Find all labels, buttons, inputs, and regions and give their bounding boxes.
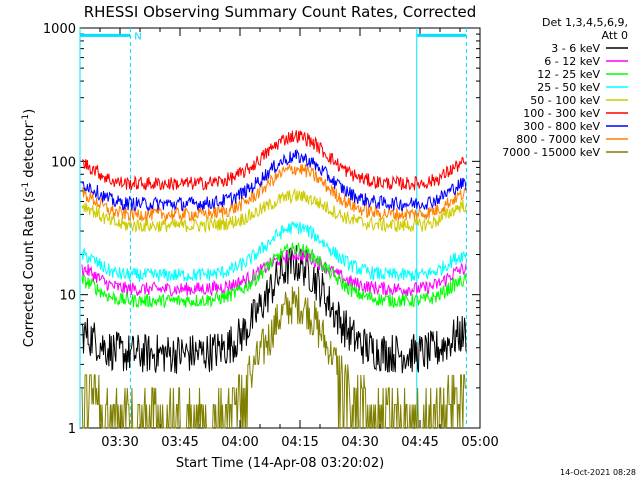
x-tick-label: 04:45 [401,435,438,450]
y-tick-label: 10 [59,289,76,304]
night-bars: N [80,31,467,42]
series-line [81,148,467,212]
y-axis: 1 10 100 1000 [43,22,480,437]
series-line [81,221,467,283]
legend-label: 12 - 25 keV [537,68,600,81]
y-axis-label: Corrected Count Rate (s-1 detector-1) [21,109,37,347]
series-line [81,241,467,309]
legend-label: 6 - 12 keV [544,55,600,68]
bar-label: N [134,31,141,42]
series-line [81,247,467,297]
x-tick-label: 03:30 [101,435,138,450]
x-tick-label: 04:00 [221,435,258,450]
series-line [81,130,467,191]
x-axis-label: Start Time (14-Apr-08 03:20:02) [176,456,384,471]
series-line [81,245,467,374]
y-tick-label: 1 [68,422,76,437]
legend-label: 800 - 7000 keV [516,133,600,146]
legend-label: 100 - 300 keV [523,107,600,120]
x-tick-label: 04:15 [281,435,318,450]
chart-title: RHESSI Observing Summary Count Rates, Co… [84,3,477,21]
legend-label: 3 - 6 keV [551,42,600,55]
legend-label: 300 - 800 keV [523,120,600,133]
legend-header: Att 0 [602,29,628,42]
legend-label: 25 - 50 keV [537,81,600,94]
x-tick-label: 05:00 [461,435,498,450]
y-tick-label: 100 [51,155,76,170]
x-axis: 03:30 03:45 04:00 04:15 04:30 04:45 05:00 [79,28,499,450]
series-group [81,130,467,429]
series-line [81,286,466,429]
legend-header: Det 1,3,4,5,6,9, [542,16,628,29]
attenuator-lines [79,28,467,428]
series-line [81,187,467,234]
x-tick-label: 04:30 [341,435,378,450]
legend-label: 50 - 100 keV [530,94,600,107]
series-line [81,164,467,223]
x-tick-label: 03:45 [161,435,198,450]
legend-label: 7000 - 15000 keV [502,146,600,159]
y-tick-label: 1000 [43,22,76,37]
timestamp: 14-Oct-2021 08:28 [560,468,636,477]
